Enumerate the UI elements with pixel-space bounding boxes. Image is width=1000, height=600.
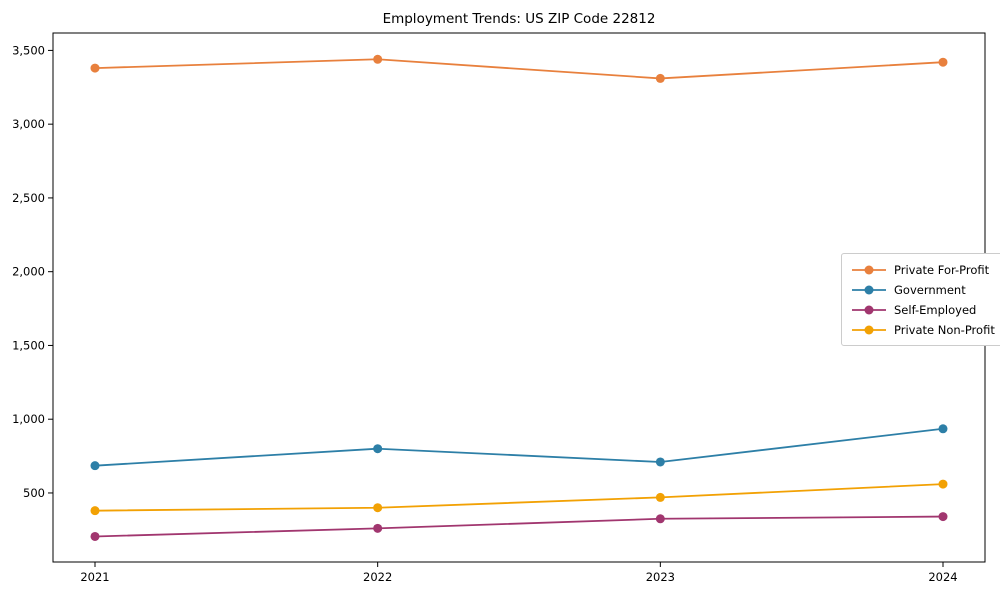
data-point-private-for-profit <box>938 57 948 67</box>
series-line-self-employed <box>94 515 944 538</box>
series-line-government <box>94 427 944 467</box>
legend-item-government: Government <box>851 281 995 298</box>
legend-item-self-employed: Self-Employed <box>851 301 995 318</box>
legend-swatch-icon <box>852 285 886 294</box>
data-point-private-non-profit <box>373 503 383 513</box>
data-point-self-employed <box>938 512 948 522</box>
legend-swatch-icon <box>852 325 886 334</box>
data-point-self-employed <box>90 531 100 541</box>
legend-swatch-icon <box>852 265 886 274</box>
data-point-government <box>938 424 948 434</box>
y-tick-label: 3,500 <box>12 43 45 57</box>
legend-item-private-non-profit: Private Non-Profit <box>851 321 995 338</box>
legend-label: Private For-Profit <box>894 262 990 277</box>
legend-label: Private Non-Profit <box>894 322 995 337</box>
data-point-self-employed <box>373 523 383 533</box>
legend-item-private-for-profit: Private For-Profit <box>851 261 995 278</box>
x-tick-label: 2024 <box>928 570 957 584</box>
x-tick-label: 2022 <box>363 570 392 584</box>
y-tick-label: 500 <box>23 486 45 500</box>
y-tick-label: 2,000 <box>12 265 45 279</box>
data-point-private-for-profit <box>655 73 665 83</box>
legend: Private For-Profit Government Self-Employe… <box>841 253 1000 346</box>
series-line-private-non-profit <box>94 483 944 512</box>
data-point-private-for-profit <box>373 54 383 64</box>
data-point-private-non-profit <box>90 506 100 516</box>
data-point-private-non-profit <box>938 479 948 489</box>
y-tick-label: 2,500 <box>12 191 45 205</box>
legend-label: Self-Employed <box>894 302 977 317</box>
data-point-private-non-profit <box>655 492 665 502</box>
data-point-government <box>90 461 100 471</box>
y-tick-label: 3,000 <box>12 117 45 131</box>
series-line-private-for-profit <box>94 58 944 80</box>
x-tick-label: 2021 <box>80 570 109 584</box>
data-point-government <box>655 457 665 467</box>
data-point-government <box>373 444 383 454</box>
y-tick-label: 1,000 <box>12 412 45 426</box>
legend-label: Government <box>894 282 966 297</box>
chart-title: Employment Trends: US ZIP Code 22812 <box>382 11 656 27</box>
y-tick-label: 1,500 <box>12 338 45 352</box>
legend-swatch-icon <box>852 305 886 314</box>
data-point-private-for-profit <box>90 63 100 73</box>
x-tick-label: 2023 <box>646 570 675 584</box>
data-point-self-employed <box>655 514 665 524</box>
